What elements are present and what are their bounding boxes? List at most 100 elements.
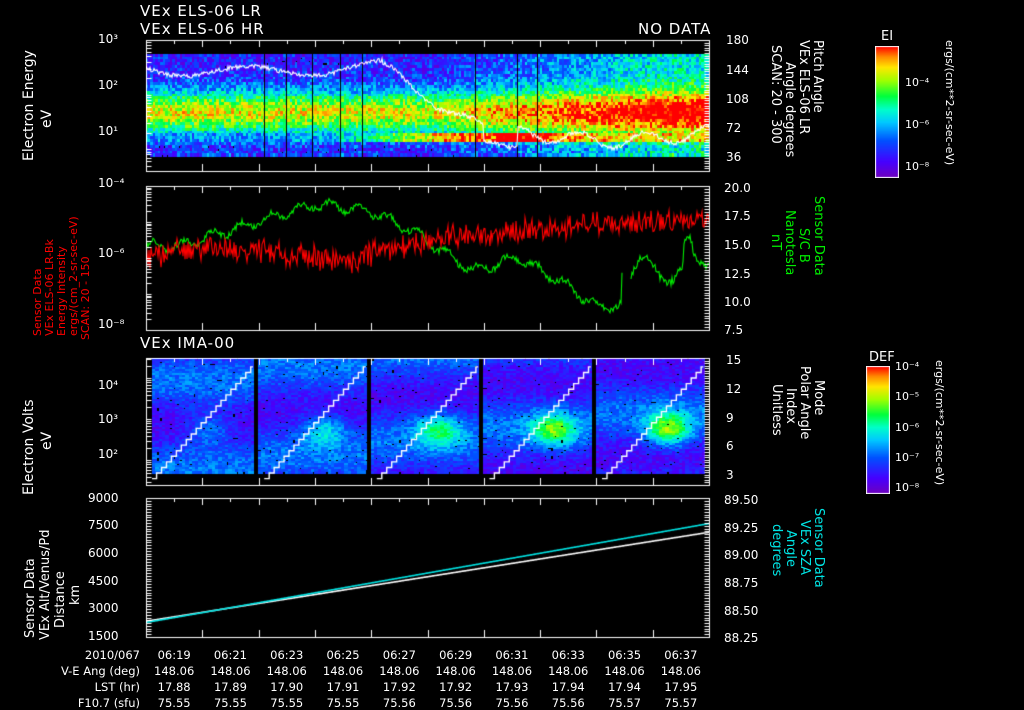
bottom-table-cell-f107-1: 75.55: [213, 696, 247, 710]
bottom-table-cell-lst-0: 17.88: [157, 680, 191, 694]
colorbar2-tick-2: 10⁻⁶: [895, 421, 920, 434]
panel4-ytick-5: 1500: [88, 629, 119, 643]
panel4-rtick-2: 89.00: [724, 548, 759, 562]
bottom-table-cell-ve_ang-7: 148.06: [548, 664, 589, 678]
panel2-right-label-1-text: S/C B: [796, 228, 811, 263]
panel1-title-hr: VEx ELS-06 HR: [140, 20, 265, 38]
bottom-table-cell-ve_ang-2: 148.06: [266, 664, 307, 678]
panel3-ytick-0: 10⁴: [98, 378, 119, 392]
panel4-left-label-1: VEx Alt/Venus/Pd: [38, 500, 53, 640]
panel1-right-label-3: degrees: [782, 105, 797, 215]
colorbar1-tick-0: 10⁻⁴: [905, 76, 930, 89]
panel2-right-label-0: Sensor Data: [811, 196, 826, 326]
panel2-right-label-1: S/C B: [796, 228, 811, 328]
bottom-table-cell-lst-6: 17.93: [495, 680, 529, 694]
panel2-left-label-1: VEx ELS-06 LR-Bk: [43, 196, 56, 336]
panel4-left-label-1-text: VEx Alt/Venus/Pd: [38, 529, 53, 640]
panel1-rtick-1: 144: [726, 63, 749, 77]
panel2-left-label-4-text: SCAN: 20 - 150: [79, 256, 92, 340]
panel1-right-label-2-text: Angle: [782, 62, 797, 99]
bottom-table-cell-lst-8: 17.94: [608, 680, 642, 694]
colorbar2-tick-1: 10⁻⁵: [895, 390, 920, 403]
bottom-table-cell-ve_ang-4: 148.06: [379, 664, 420, 678]
panel2-rtick-2: 15.0: [724, 238, 751, 252]
panel3-y-axis-unit-text: eV: [39, 431, 55, 450]
panel1-right-label-2: Angle: [782, 62, 797, 172]
panel1-rtick-3: 72: [726, 121, 742, 135]
panel4-ytick-1: 7500: [88, 518, 119, 532]
bottom-table-cell-f107-4: 75.56: [382, 696, 416, 710]
panel1-right-label-4: SCAN: 20 - 300: [768, 45, 783, 175]
bottom-table-cell-lst-7: 17.94: [551, 680, 585, 694]
panel3-rtick-4: 3: [726, 468, 734, 482]
panel1-no-data: NO DATA: [638, 20, 712, 38]
panel4-ytick-0: 9000: [88, 491, 119, 505]
panel4-right-label-2: Angle: [783, 530, 798, 610]
bottom-table-cell-f107-7: 75.56: [551, 696, 585, 710]
panel4-right-label-1: VEx SZA: [797, 520, 812, 630]
panel1-rtick-2: 108: [726, 92, 749, 106]
colorbar1-units-text: ergs/(cm**2-sr-sec-eV): [943, 40, 956, 166]
panel4-left-label-0: Sensor Data: [23, 508, 38, 638]
panel3-y-axis-label-text: Electron Volts: [21, 399, 37, 495]
panel3-right-label-3-text: Unitless: [769, 384, 784, 436]
colorbar1-tick-2: 10⁻⁸: [905, 160, 930, 173]
bottom-table-row-label-0: 2010/067: [84, 648, 140, 662]
panel4-left-label-2: Distance: [53, 518, 68, 628]
panel3-right-label-2: Index: [783, 388, 798, 458]
bottom-table-cell-ve_ang-1: 148.06: [210, 664, 251, 678]
panel3-rtick-0: 15: [726, 353, 742, 367]
bottom-table-cell-times-6: 06:31: [495, 648, 529, 662]
panel2-rtick-5: 7.5: [724, 323, 744, 337]
bottom-table-cell-times-9: 06:37: [664, 648, 698, 662]
panel1-rtick-0: 180: [726, 33, 749, 47]
bottom-table-cell-lst-4: 17.92: [382, 680, 416, 694]
panel2-rtick-0: 20.0: [724, 181, 751, 195]
panel4-rtick-3: 88.75: [724, 576, 759, 590]
panel4-left-label-2-text: Distance: [53, 571, 68, 628]
colorbar2-units: ergs/(cm**2-sr-sec-eV): [933, 360, 946, 505]
panel3-right-label-3: Unitless: [769, 384, 784, 474]
panel2-left-label-2: Energy Intensity: [55, 196, 68, 336]
panel3-right-label-1: Polar Angle: [797, 366, 812, 476]
panel4-ytick-3: 4500: [88, 574, 119, 588]
panel3-ytick-1: 10³: [98, 412, 119, 426]
panel1-ytick-1: 10²: [98, 78, 119, 92]
panel1-rtick-4: 36: [726, 150, 742, 164]
bottom-table-cell-f107-0: 75.55: [157, 696, 191, 710]
bottom-table-row-label-3: F10.7 (sfu): [77, 696, 140, 710]
bottom-table-cell-ve_ang-0: 148.06: [154, 664, 195, 678]
panel2-left-label-0: Sensor Data: [31, 196, 44, 336]
panel4-right-label-3: degrees: [769, 524, 784, 624]
panel2-rtick-4: 10.0: [724, 295, 751, 309]
panel1-axes: [130, 36, 730, 181]
panel4-left-label-3: km: [68, 545, 83, 605]
bottom-table-cell-times-7: 06:33: [551, 648, 585, 662]
panel2-right-label-3-text: nT: [768, 234, 783, 251]
colorbar1-name: EI: [881, 29, 894, 44]
bottom-table-cell-times-5: 06:29: [439, 648, 473, 662]
panel4-axes: [130, 493, 730, 643]
bottom-table-cell-times-3: 06:25: [326, 648, 360, 662]
bottom-table-cell-ve_ang-6: 148.06: [491, 664, 533, 678]
panel1-ytick-0: 10³: [98, 32, 119, 46]
panel4-right-label-3-text: degrees: [769, 524, 784, 577]
panel4-ytick-2: 6000: [88, 546, 119, 560]
bottom-table-cell-times-4: 06:27: [382, 648, 416, 662]
panel2-right-label-0-text: Sensor Data: [811, 196, 826, 276]
panel2-left-label-3: ergs/(cm_2-sr-sec-eV): [67, 196, 80, 336]
panel1-right-label-1: VEx ELS-06 LR: [796, 40, 811, 170]
panel4-right-label-2-text: Angle: [783, 530, 798, 567]
bottom-table-row-label-2: LST (hr): [94, 680, 140, 694]
panel3-rtick-3: 6: [726, 439, 734, 453]
panel3-right-label-0-text: Mode: [811, 380, 826, 416]
panel4-right-label-0-text: Sensor Data: [811, 508, 826, 588]
bottom-table-cell-lst-2: 17.90: [270, 680, 304, 694]
panel3-right-label-2-text: Index: [783, 388, 798, 424]
panel1-right-label-1-text: VEx ELS-06 LR: [796, 40, 811, 135]
panel1-y-axis-label-text: Electron Energy: [21, 50, 37, 162]
bottom-table-row-label-1: V-E Ang (deg): [60, 664, 140, 678]
panel3-y-axis-unit: eV: [39, 410, 55, 450]
panel4-rtick-5: 88.25: [724, 631, 759, 645]
